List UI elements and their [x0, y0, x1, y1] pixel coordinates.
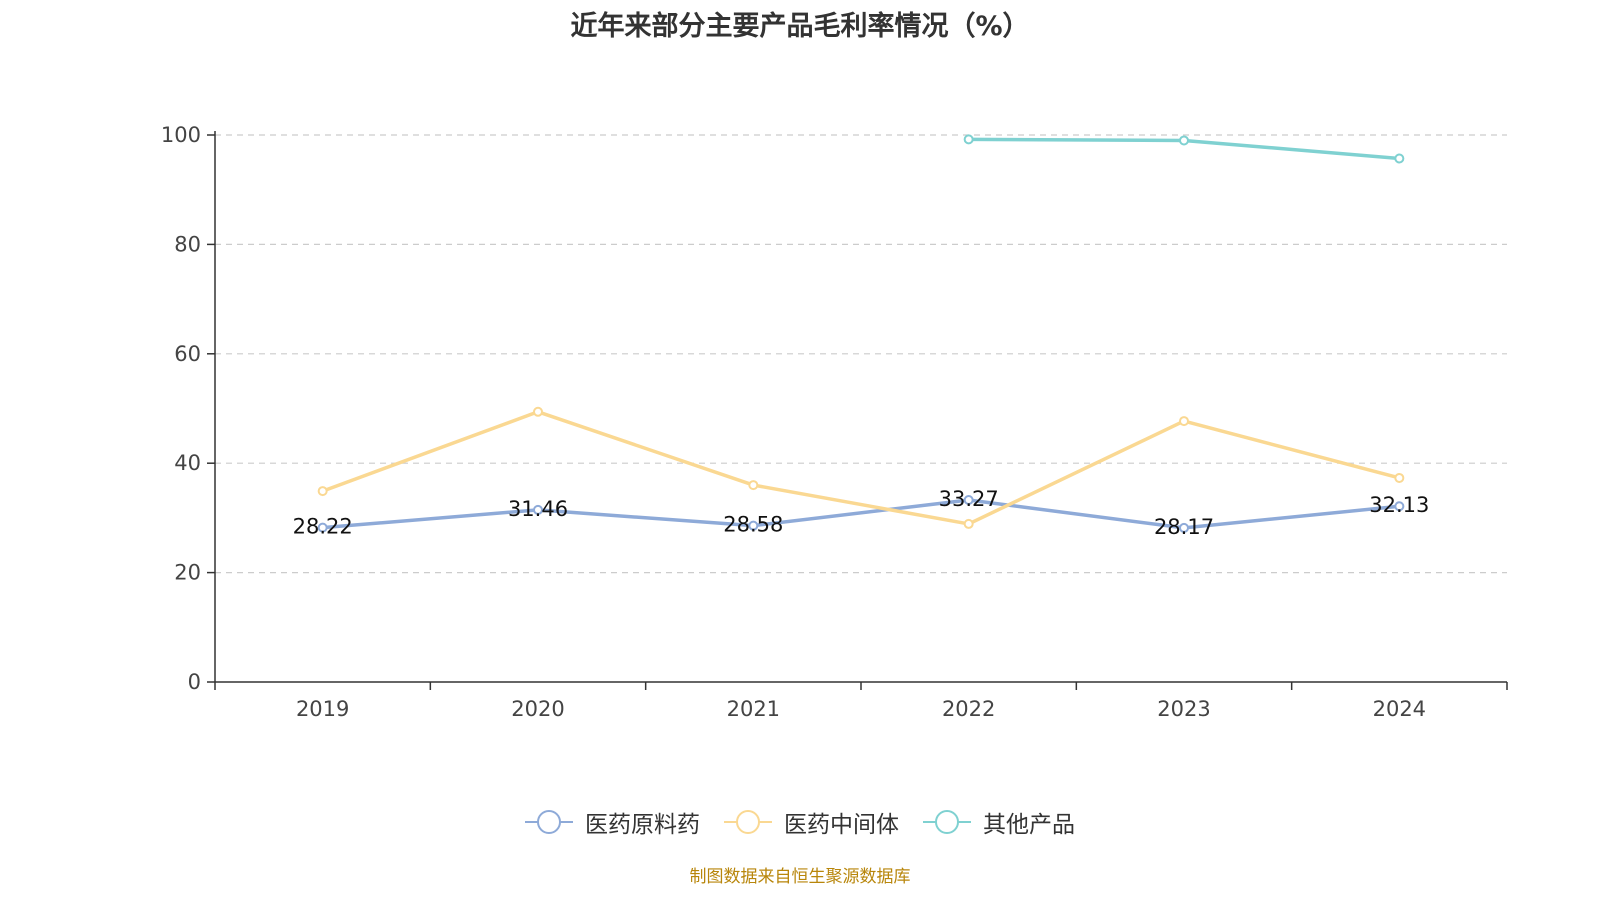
data-point	[1394, 153, 1405, 164]
data-point	[963, 495, 974, 506]
chart-title: 近年来部分主要产品毛利率情况（%）	[570, 11, 1030, 42]
data-point	[533, 406, 543, 417]
legend-line-circle-icon	[525, 810, 573, 834]
legend-line-circle-icon	[923, 810, 971, 834]
legend-item-series-2[interactable]: 其他产品	[923, 805, 1075, 839]
source-note: 制图数据来自恒生聚源数据库	[689, 867, 911, 887]
data-point	[1179, 522, 1189, 533]
data-point	[748, 520, 759, 531]
x-tick-label: 2020	[511, 697, 564, 721]
x-tick-label: 2022	[942, 697, 995, 721]
series-line-0	[322, 498, 1400, 530]
axes: 0 20 40 60 80 100 2019 2020 2021 2022 2023 2024	[161, 123, 1508, 721]
data-labels: 28.22 31.46 28.58 33.27 28.17 32.13	[293, 487, 1430, 539]
data-point	[1179, 135, 1189, 146]
data-label: 28.58	[723, 513, 783, 537]
data-label: 33.27	[939, 487, 999, 511]
data-point	[317, 486, 328, 497]
data-point	[1394, 501, 1405, 512]
legend: 医药原料药 医药中间体 其他产品	[0, 804, 1600, 840]
x-tick-label: 2019	[296, 697, 349, 721]
y-tick-label: 0	[188, 670, 201, 694]
data-point	[963, 518, 974, 529]
y-tick-label: 40	[174, 451, 201, 475]
x-tick-label: 2023	[1157, 697, 1210, 721]
data-point	[533, 504, 543, 515]
legend-line-circle-icon	[724, 810, 772, 834]
y-tick-label: 60	[174, 342, 201, 366]
grid-lines	[215, 134, 1507, 574]
data-point	[1394, 472, 1405, 483]
legend-label: 医药中间体	[784, 812, 899, 838]
data-point	[963, 134, 974, 145]
data-point	[748, 480, 759, 491]
x-tick-label: 2024	[1373, 697, 1426, 721]
series-line-1	[322, 410, 1400, 526]
legend-label: 其他产品	[983, 812, 1075, 838]
data-label: 31.46	[508, 497, 568, 521]
y-tick-label: 100	[161, 123, 201, 147]
data-point	[317, 522, 328, 533]
y-tick-label: 80	[174, 232, 201, 256]
data-label: 28.17	[1154, 515, 1214, 539]
series-lines	[317, 134, 1405, 533]
data-point	[1179, 416, 1189, 427]
x-tick-label: 2021	[727, 697, 780, 721]
y-tick-label: 20	[174, 561, 201, 585]
data-label: 32.13	[1369, 493, 1429, 517]
data-label: 28.22	[293, 515, 353, 539]
legend-label: 医药原料药	[585, 812, 700, 838]
legend-item-series-0[interactable]: 医药原料药	[525, 805, 700, 839]
legend-item-series-1[interactable]: 医药中间体	[724, 805, 899, 839]
